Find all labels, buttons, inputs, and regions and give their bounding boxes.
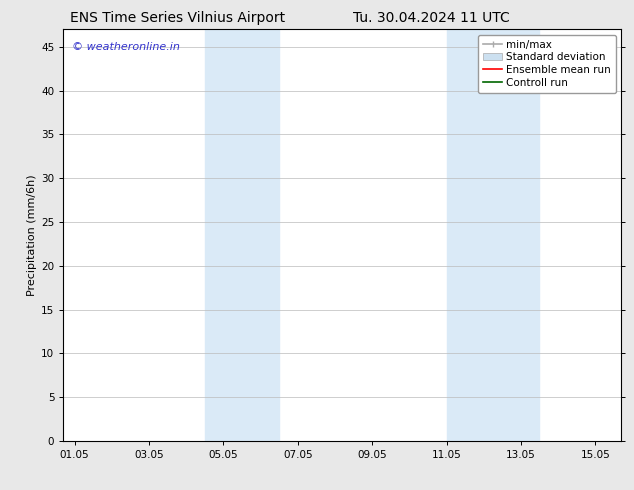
Legend: min/max, Standard deviation, Ensemble mean run, Controll run: min/max, Standard deviation, Ensemble me… [478, 35, 616, 93]
Text: © weatheronline.in: © weatheronline.in [72, 42, 179, 52]
Bar [446, 29, 540, 441]
Text: Tu. 30.04.2024 11 UTC: Tu. 30.04.2024 11 UTC [353, 11, 510, 25]
Bar [205, 29, 279, 441]
Text: ENS Time Series Vilnius Airport: ENS Time Series Vilnius Airport [70, 11, 285, 25]
Y-axis label: Precipitation (mm/6h): Precipitation (mm/6h) [27, 174, 37, 296]
